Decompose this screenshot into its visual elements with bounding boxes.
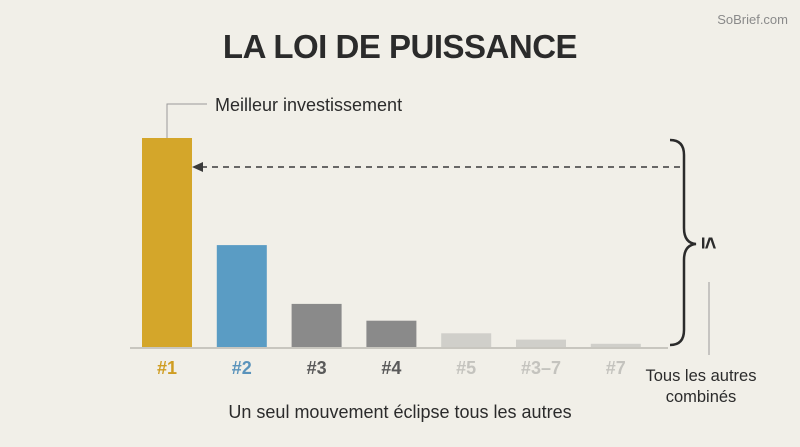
chart-title: LA LOI DE PUISSANCE — [222, 28, 578, 65]
bar-1 — [142, 138, 192, 348]
bar-6 — [516, 339, 566, 348]
bar-2 — [216, 245, 267, 348]
x-tick-labels: #1 #2 #3 #4 #5 #3–7 #7 — [157, 358, 626, 378]
comparison-arrow-head — [192, 162, 203, 172]
x-tick-label-5: #5 — [456, 358, 476, 378]
bar-3 — [291, 303, 342, 348]
chart-caption: Un seul mouvement éclipse tous les autre… — [228, 402, 572, 422]
x-tick-label-4: #4 — [381, 358, 401, 378]
all-others-combined-label: Tous les autres combinés — [636, 366, 766, 408]
x-tick-label-2: #2 — [232, 358, 252, 378]
x-tick-label-3: #3 — [307, 358, 327, 378]
bar-5 — [441, 333, 492, 348]
inequality-symbol: ≤ — [697, 236, 723, 250]
bar-7 — [590, 343, 641, 348]
side-label-line-2: combinés — [665, 388, 737, 406]
x-tick-label-7: #7 — [606, 358, 626, 378]
watermark: SoBrief.com — [717, 12, 788, 27]
best-investment-annotation: Meilleur investissement — [215, 95, 402, 115]
annotation-leader-line — [166, 103, 207, 138]
x-tick-label-6: #3–7 — [521, 358, 561, 378]
bars-group — [142, 138, 641, 348]
curly-brace — [669, 138, 697, 347]
bar-4 — [366, 320, 417, 348]
side-label-line-1: Tous les autres — [645, 367, 757, 385]
x-tick-label-1: #1 — [157, 358, 177, 378]
